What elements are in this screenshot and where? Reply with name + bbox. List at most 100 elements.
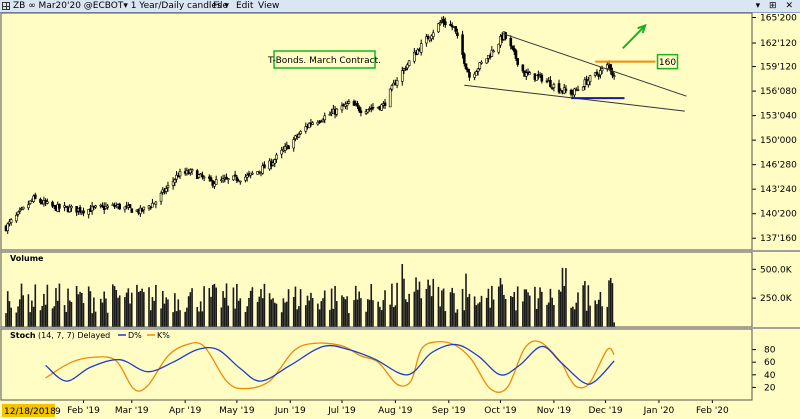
candle-body bbox=[263, 164, 266, 169]
candle-body bbox=[28, 200, 32, 205]
candle-body bbox=[514, 50, 518, 59]
volume-tick-label: 250.0K bbox=[760, 294, 793, 304]
volume-bar bbox=[234, 308, 236, 327]
volume-bar bbox=[354, 285, 357, 327]
candle-body bbox=[280, 149, 283, 155]
volume-bar bbox=[513, 291, 516, 327]
volume-bar bbox=[367, 299, 369, 327]
candle-body bbox=[528, 72, 532, 75]
price-panel: 160 T-Bonds. March Contract. bbox=[4, 15, 687, 234]
volume-bar bbox=[203, 286, 205, 327]
volume-bar bbox=[118, 295, 121, 327]
menu-edit[interactable]: Edit bbox=[236, 1, 254, 11]
x-start-date-label: 12/18/2018 bbox=[4, 407, 56, 417]
candle-body bbox=[521, 64, 525, 72]
candle-body bbox=[525, 72, 528, 77]
candle-body bbox=[461, 34, 464, 55]
chart-grid-icon[interactable] bbox=[2, 2, 10, 10]
symbol-interval-selector[interactable]: ZB ∞ Mar20'20 @ECBOT▾ 1 Year/Daily candl… bbox=[13, 1, 230, 11]
candle-body bbox=[535, 75, 538, 81]
time-tick-label: Jun '19 bbox=[274, 406, 306, 416]
candle-body bbox=[142, 206, 146, 211]
price-tick-label: 137'160 bbox=[760, 234, 797, 244]
volume-bar bbox=[261, 298, 264, 327]
volume-bar bbox=[561, 267, 564, 327]
candle-body bbox=[261, 165, 265, 174]
volume-bar bbox=[213, 283, 216, 327]
candle-body bbox=[492, 50, 495, 53]
candle-body bbox=[468, 72, 471, 78]
time-tick-label: May '19 bbox=[219, 406, 255, 416]
volume-bar bbox=[79, 291, 81, 327]
candle-body bbox=[426, 35, 430, 40]
candle-body bbox=[232, 175, 235, 181]
candle-body bbox=[16, 211, 20, 215]
candle-body bbox=[202, 176, 206, 179]
volume-bar bbox=[432, 278, 435, 327]
volume-bar bbox=[58, 283, 61, 327]
stoch-title: Stoch bbox=[10, 331, 36, 340]
candle-body bbox=[321, 119, 325, 123]
volume-bar bbox=[437, 286, 440, 327]
volume-bar bbox=[39, 310, 42, 327]
volume-bar bbox=[468, 293, 471, 327]
candle-body bbox=[430, 35, 433, 40]
volume-bar bbox=[112, 284, 114, 327]
time-tick-label: Jul '19 bbox=[327, 406, 356, 416]
candle-body bbox=[345, 103, 349, 106]
volume-bar bbox=[461, 288, 464, 327]
candle-body bbox=[221, 178, 225, 182]
volume-bar bbox=[68, 300, 71, 327]
annotation-box bbox=[273, 50, 376, 69]
volume-bar bbox=[201, 311, 204, 327]
candle-body bbox=[442, 18, 445, 24]
candle-body bbox=[413, 51, 416, 62]
candle-body bbox=[380, 104, 383, 111]
volume-bar bbox=[509, 296, 512, 327]
volume-bar bbox=[391, 283, 393, 327]
menu-file[interactable]: File bbox=[213, 1, 229, 11]
candle-body bbox=[576, 89, 580, 91]
volume-bar bbox=[501, 284, 503, 327]
candle-body bbox=[369, 107, 373, 110]
candle-body bbox=[239, 180, 242, 183]
volume-bar bbox=[320, 301, 323, 327]
candle-body bbox=[473, 73, 476, 78]
candle-body bbox=[9, 219, 13, 223]
candle-body bbox=[297, 134, 301, 138]
time-tick-label: Apr '19 bbox=[169, 406, 202, 416]
volume-bar bbox=[103, 291, 106, 327]
volume-bar bbox=[10, 307, 12, 327]
volume-bar bbox=[179, 310, 181, 327]
candle-body bbox=[419, 43, 423, 53]
candle-body bbox=[123, 206, 127, 210]
volume-bar bbox=[511, 297, 514, 327]
candle-body bbox=[58, 203, 61, 209]
volume-bar bbox=[260, 289, 262, 327]
volume-bar bbox=[220, 307, 223, 327]
menu-view[interactable]: View bbox=[258, 1, 280, 11]
stoch-tick-label: 20 bbox=[764, 383, 776, 393]
candle-body bbox=[605, 64, 609, 69]
volume-bar bbox=[413, 291, 416, 327]
candle-body bbox=[511, 45, 514, 50]
time-tick-label: Jan '20 bbox=[643, 406, 675, 416]
candle-body bbox=[251, 172, 254, 175]
volume-bar bbox=[504, 298, 507, 327]
candle-body bbox=[564, 88, 568, 91]
volume-bar bbox=[553, 305, 555, 327]
candle-body bbox=[176, 175, 180, 178]
volume-bar bbox=[115, 289, 118, 327]
volume-bar bbox=[565, 268, 567, 327]
volume-bar bbox=[475, 305, 478, 327]
volume-bar bbox=[31, 300, 33, 327]
candle-body bbox=[400, 70, 404, 82]
panel-border bbox=[0, 328, 753, 401]
candle-body bbox=[128, 204, 132, 208]
candle-body bbox=[512, 48, 516, 52]
window-controls[interactable]: ▾ ⊞ ✕ bbox=[755, 1, 796, 11]
volume-bar bbox=[127, 288, 130, 327]
stochastic-axis: 80 60 40 20 bbox=[752, 346, 776, 393]
volume-bar bbox=[329, 309, 331, 327]
